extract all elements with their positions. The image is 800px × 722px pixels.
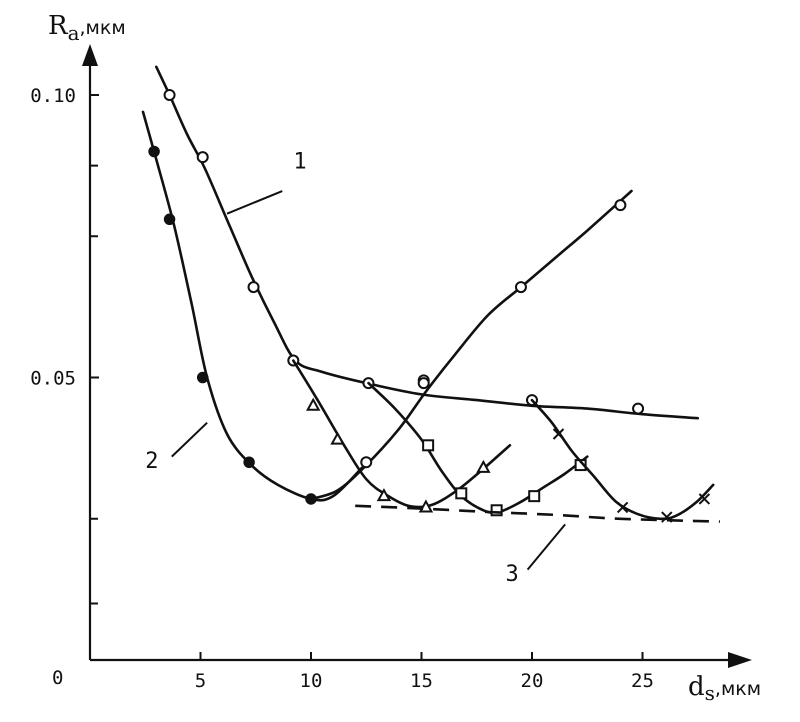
data-point <box>633 404 643 414</box>
x-tick-label: 20 <box>521 670 544 692</box>
data-point <box>529 491 539 501</box>
series-1 <box>156 67 698 418</box>
data-point <box>420 501 431 511</box>
data-point <box>244 457 254 467</box>
curve-label: 1 <box>293 149 306 174</box>
data-point <box>361 457 371 467</box>
x-axis-title-subscript: s <box>705 681 715 705</box>
series-line <box>293 361 510 507</box>
curve-label-leader <box>227 191 282 214</box>
y-axis-title: Ra,мкм <box>48 11 126 45</box>
curve-label-leader <box>172 423 207 457</box>
x-tick-label: 5 <box>195 670 206 692</box>
x-axis-title: ds,мкм <box>688 672 761 705</box>
data-point <box>423 440 433 450</box>
origin-label: 0 <box>52 667 63 689</box>
data-point <box>249 282 259 292</box>
y-axis-title-subscript: a <box>68 21 80 45</box>
grid-and-axes <box>82 44 752 668</box>
series-line <box>369 383 588 513</box>
x-tick-label: 15 <box>410 670 433 692</box>
curve-label: 2 <box>145 449 158 474</box>
y-axis-title-unit: ,мкм <box>80 17 126 39</box>
series-layer <box>143 67 720 522</box>
data-point <box>198 373 208 383</box>
x-axis-title-unit: ,мкм <box>715 678 761 700</box>
ticks: 5101520250.100.05 <box>30 85 654 692</box>
x-tick-label: 25 <box>631 670 654 692</box>
x-axis-arrow <box>728 652 752 668</box>
labels: 0 Ra,мкм ds,мкм <box>48 11 761 705</box>
y-tick-label: 0.05 <box>30 368 76 390</box>
data-point <box>198 152 208 162</box>
x-axis-title-symbol: d <box>688 672 705 702</box>
x-tick-label: 10 <box>300 670 323 692</box>
curve-labels: 1 2 3 <box>145 149 565 586</box>
series-line <box>156 67 698 418</box>
data-point <box>615 200 625 210</box>
y-tick-label: 0.10 <box>30 85 76 107</box>
data-point <box>516 282 526 292</box>
data-point <box>419 378 429 388</box>
data-point <box>149 147 159 157</box>
data-point <box>165 214 175 224</box>
series-line <box>311 191 632 499</box>
series-4 <box>293 361 510 512</box>
data-point <box>332 434 343 444</box>
series-5 <box>369 383 588 515</box>
series-3 <box>311 191 632 499</box>
y-axis-title-symbol: R <box>48 11 69 41</box>
series-2 <box>143 112 362 504</box>
series-line <box>143 112 362 500</box>
curve-label: 3 <box>505 562 518 587</box>
data-point <box>456 488 466 498</box>
data-point <box>165 90 175 100</box>
curve-label-leader <box>528 524 566 569</box>
y-axis-arrow <box>82 44 98 66</box>
data-point <box>478 462 489 472</box>
